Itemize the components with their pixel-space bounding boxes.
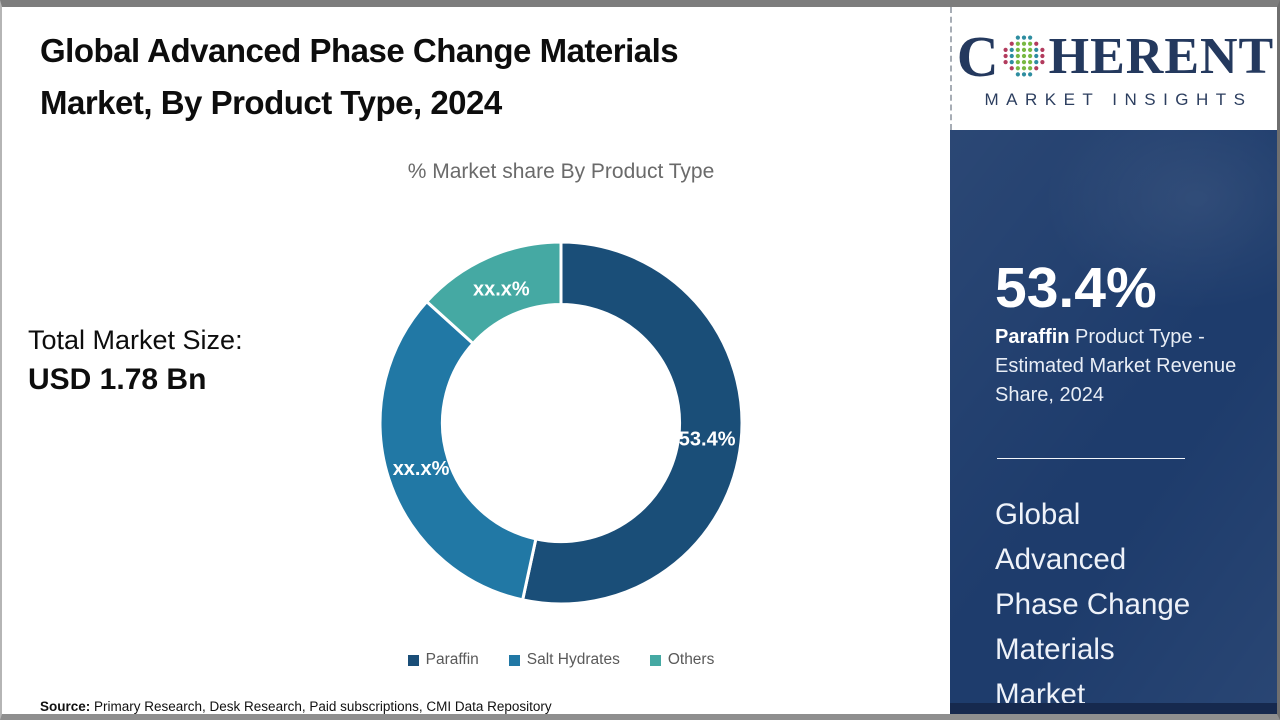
chart-legend: Paraffin Salt Hydrates Others [191, 651, 931, 669]
globe-dot [1033, 47, 1039, 52]
donut-chart: 53.4% xx.x% xx.x% [371, 233, 751, 613]
sidebar: C HERENT MARKET INSIGHTS 53.4% Paraffin … [950, 7, 1277, 714]
globe-dot [1009, 41, 1014, 46]
sidebar-bottom-strip [950, 703, 1277, 714]
source-line: Source: Primary Research, Desk Research,… [40, 699, 552, 714]
market-name-line: Phase Change [995, 588, 1191, 621]
source-text: Primary Research, Desk Research, Paid su… [90, 699, 552, 714]
legend-label: Paraffin [425, 651, 479, 668]
legend-item-salt-hydrates: Salt Hydrates [508, 651, 620, 669]
donut-segment-paraffin [521, 240, 744, 606]
legend-swatch [649, 654, 661, 666]
sidebar-divider [997, 458, 1185, 459]
globe-dot [1009, 65, 1014, 70]
market-name-line: Materials [995, 633, 1115, 666]
globe-dot [1015, 41, 1020, 46]
globe-dot [1033, 65, 1039, 70]
globe-dot [1015, 65, 1020, 70]
stat-desc-segment-name: Paraffin [995, 326, 1070, 348]
globe-dot [1021, 59, 1026, 64]
chart-subtitle: % Market share By Product Type [407, 160, 715, 183]
legend-item-others: Others [649, 651, 715, 669]
globe-dot [1021, 47, 1026, 52]
brand-logo: C HERENT MARKET INSIGHTS [950, 7, 1277, 130]
total-market-size-label: Total Market Size: [28, 325, 243, 355]
globe-dot [1027, 34, 1032, 40]
legend-label: Salt Hydrates [526, 651, 620, 668]
logo-subtitle: MARKET INSIGHTS [984, 89, 1253, 109]
legend-item-paraffin: Paraffin [407, 651, 479, 669]
globe-dot [1009, 59, 1014, 64]
logo-letter-c: C [956, 23, 999, 89]
chart-panel: Global Advanced Phase Change Materials M… [2, 7, 950, 714]
globe-dot [1027, 47, 1032, 52]
globe-dot [1033, 53, 1039, 58]
source-label: Source: [40, 699, 91, 714]
globe-dot [1009, 47, 1014, 52]
globe-dot [1015, 59, 1020, 64]
globe-dot [1027, 65, 1032, 70]
globe-dot [1039, 59, 1045, 64]
globe-dot [1003, 59, 1008, 64]
globe-dot [1015, 53, 1020, 58]
donut-segment-others [425, 240, 563, 345]
slice-label-paraffin: 53.4% [679, 429, 736, 451]
legend-label: Others [667, 651, 715, 668]
highlight-stat-value: 53.4% [995, 256, 1157, 320]
logo-wordmark: C HERENT [956, 23, 1275, 89]
globe-dot [1021, 34, 1026, 40]
market-name: Global Advanced Phase Change Materials M… [995, 492, 1245, 714]
donut-chart-svg: 53.4% xx.x% xx.x% [378, 240, 744, 606]
globe-dot [1003, 53, 1008, 58]
globe-dot [1015, 34, 1020, 40]
globe-dot [1039, 47, 1045, 52]
globe-dot [1015, 71, 1020, 77]
slice-label-others: xx.x% [473, 279, 530, 301]
globe-dot [1027, 59, 1032, 64]
globe-dot [1015, 47, 1020, 52]
market-name-line: Advanced [995, 543, 1127, 576]
globe-dot [1027, 53, 1032, 58]
slice-label-salt-hydrates: xx.x% [393, 458, 450, 480]
highlight-stat-description: Paraffin Product Type - Estimated Market… [995, 323, 1240, 410]
sidebar-panel: 53.4% Paraffin Product Type - Estimated … [950, 130, 1277, 711]
globe-dot [1021, 65, 1026, 70]
total-market-size: Total Market Size: USD 1.78 Bn [28, 325, 243, 397]
globe-dot [1009, 53, 1014, 58]
globe-dot [1021, 53, 1026, 58]
donut-segment-salt-hydrates [378, 300, 538, 602]
stat-desc-rest: Product Type - Estimated Market Revenue … [995, 326, 1237, 406]
legend-swatch [508, 654, 520, 666]
page-title: Global Advanced Phase Change Materials M… [40, 32, 679, 121]
globe-dot [1039, 53, 1045, 58]
globe-dot [1033, 41, 1039, 46]
globe-dot [1021, 41, 1026, 46]
globe-dot [1003, 47, 1008, 52]
legend-swatch [407, 654, 419, 666]
globe-dot [1033, 59, 1039, 64]
globe-dot [1027, 71, 1032, 77]
logo-letters-herent: HERENT [1048, 27, 1275, 85]
total-market-size-value: USD 1.78 Bn [28, 363, 207, 396]
market-name-line: Global [995, 498, 1081, 531]
globe-dots-icon [1003, 34, 1045, 77]
globe-dot [1021, 71, 1026, 77]
globe-dot [1027, 41, 1032, 46]
